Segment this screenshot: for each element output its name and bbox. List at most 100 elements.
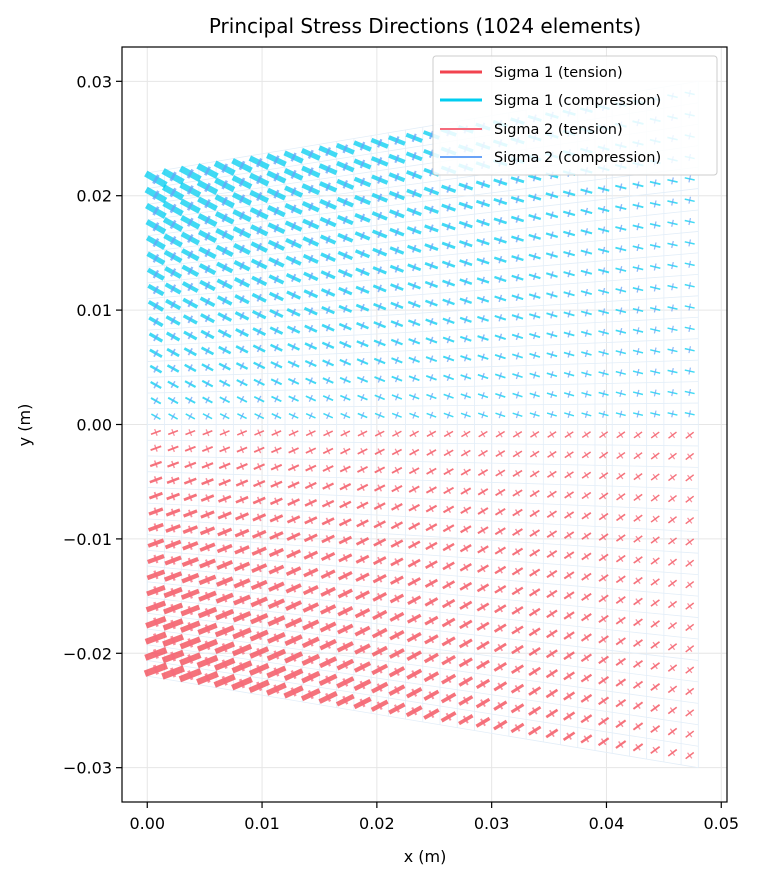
sigma2-arrow — [445, 599, 452, 608]
sigma2-arrow — [187, 654, 194, 665]
sigma2-arrow — [446, 430, 451, 438]
stress-glyph — [283, 685, 304, 699]
sigma2-arrow — [583, 674, 590, 682]
stress-glyph — [214, 194, 235, 209]
stress-glyph — [266, 665, 287, 679]
sigma2-arrow — [186, 168, 194, 179]
stress-glyph — [146, 569, 166, 581]
stress-glyph — [232, 610, 252, 623]
stress-glyph — [284, 220, 303, 232]
stress-glyph — [284, 634, 303, 646]
stress-glyph — [357, 430, 368, 437]
stress-glyph — [512, 508, 523, 517]
sigma2-arrow — [532, 450, 538, 458]
stress-glyph — [425, 336, 438, 345]
x-tick-label: 0.02 — [359, 814, 395, 833]
stress-glyph — [356, 357, 369, 366]
stress-glyph — [353, 678, 372, 692]
sigma2-arrow — [325, 657, 331, 667]
sigma2-arrow — [567, 350, 571, 358]
sigma2-arrow — [583, 573, 590, 581]
sigma2-arrow — [291, 395, 296, 403]
stress-glyph — [336, 178, 355, 190]
sigma2-arrow — [515, 215, 520, 223]
sigma2-arrow — [359, 698, 366, 708]
stress-glyph — [650, 368, 661, 376]
sigma2-arrow — [171, 460, 176, 469]
sigma2-arrow — [342, 215, 348, 225]
stress-glyph — [529, 371, 541, 379]
stress-glyph — [580, 613, 592, 622]
stress-glyph — [178, 668, 202, 683]
sigma2-arrow — [446, 392, 451, 400]
stress-glyph — [529, 470, 540, 478]
sigma2-arrow — [256, 496, 262, 505]
stress-glyph — [371, 663, 389, 676]
stress-glyph — [318, 145, 338, 158]
sigma2-arrow — [635, 494, 641, 501]
stress-glyph — [161, 665, 185, 680]
stress-glyph — [372, 609, 388, 621]
sigma2-arrow — [256, 530, 262, 539]
stress-glyph — [685, 581, 695, 589]
stress-glyph — [459, 277, 473, 286]
sigma2-arrow — [688, 410, 692, 418]
sigma2-arrow — [497, 605, 503, 613]
sigma2-arrow — [652, 431, 658, 439]
stress-glyph — [162, 200, 184, 217]
stress-glyph — [302, 218, 320, 230]
sigma2-arrow — [428, 579, 435, 588]
sigma2-arrow — [550, 311, 554, 319]
stress-glyph — [633, 576, 643, 585]
mesh-line — [147, 381, 699, 394]
stress-glyph — [407, 281, 421, 290]
sigma2-arrow — [171, 428, 175, 437]
sigma2-arrow — [326, 394, 331, 402]
sigma2-arrow — [636, 348, 640, 356]
stress-glyph — [287, 360, 300, 368]
stress-glyph — [253, 463, 265, 471]
stress-glyph — [425, 541, 438, 551]
sigma2-arrow — [445, 618, 452, 627]
sigma2-arrow — [170, 364, 176, 373]
stress-glyph — [219, 445, 231, 453]
stress-glyph — [236, 379, 248, 387]
sigma2-arrow — [688, 388, 692, 397]
stress-glyph — [179, 620, 201, 633]
stress-glyph — [179, 652, 202, 666]
sigma2-arrow — [239, 295, 245, 304]
stress-glyph — [442, 542, 455, 552]
stress-glyph — [632, 368, 644, 376]
sigma2-arrow — [238, 211, 246, 221]
stress-glyph — [495, 411, 506, 419]
sigma2-arrow — [688, 346, 692, 354]
stress-glyph — [181, 281, 199, 293]
stress-glyph — [667, 283, 678, 291]
stress-glyph — [458, 714, 474, 726]
sigma2-arrow — [204, 330, 211, 339]
y-axis-label: y (m) — [15, 404, 34, 447]
stress-glyph — [684, 260, 695, 268]
sigma2-arrow — [446, 260, 451, 269]
sigma2-arrow — [394, 430, 400, 438]
stress-glyph — [231, 643, 253, 657]
stress-glyph — [545, 191, 559, 200]
stress-glyph — [458, 220, 473, 229]
sigma2-arrow — [532, 312, 537, 320]
sigma2-arrow — [653, 410, 657, 418]
mesh-line — [147, 295, 699, 331]
sigma2-arrow — [221, 229, 228, 239]
stress-glyph — [615, 616, 626, 625]
stress-glyph — [356, 519, 369, 528]
sigma2-arrow — [498, 314, 503, 322]
stress-glyph — [213, 160, 236, 176]
sigma2-arrow — [602, 308, 606, 316]
sigma2-arrow — [428, 560, 434, 569]
stress-glyph — [476, 238, 490, 246]
sigma2-arrow — [412, 374, 417, 382]
stress-glyph — [685, 516, 695, 525]
stress-glyph — [197, 606, 218, 619]
sigma2-arrow — [583, 634, 590, 641]
sigma2-arrow — [290, 169, 297, 179]
stress-glyph — [407, 540, 421, 549]
